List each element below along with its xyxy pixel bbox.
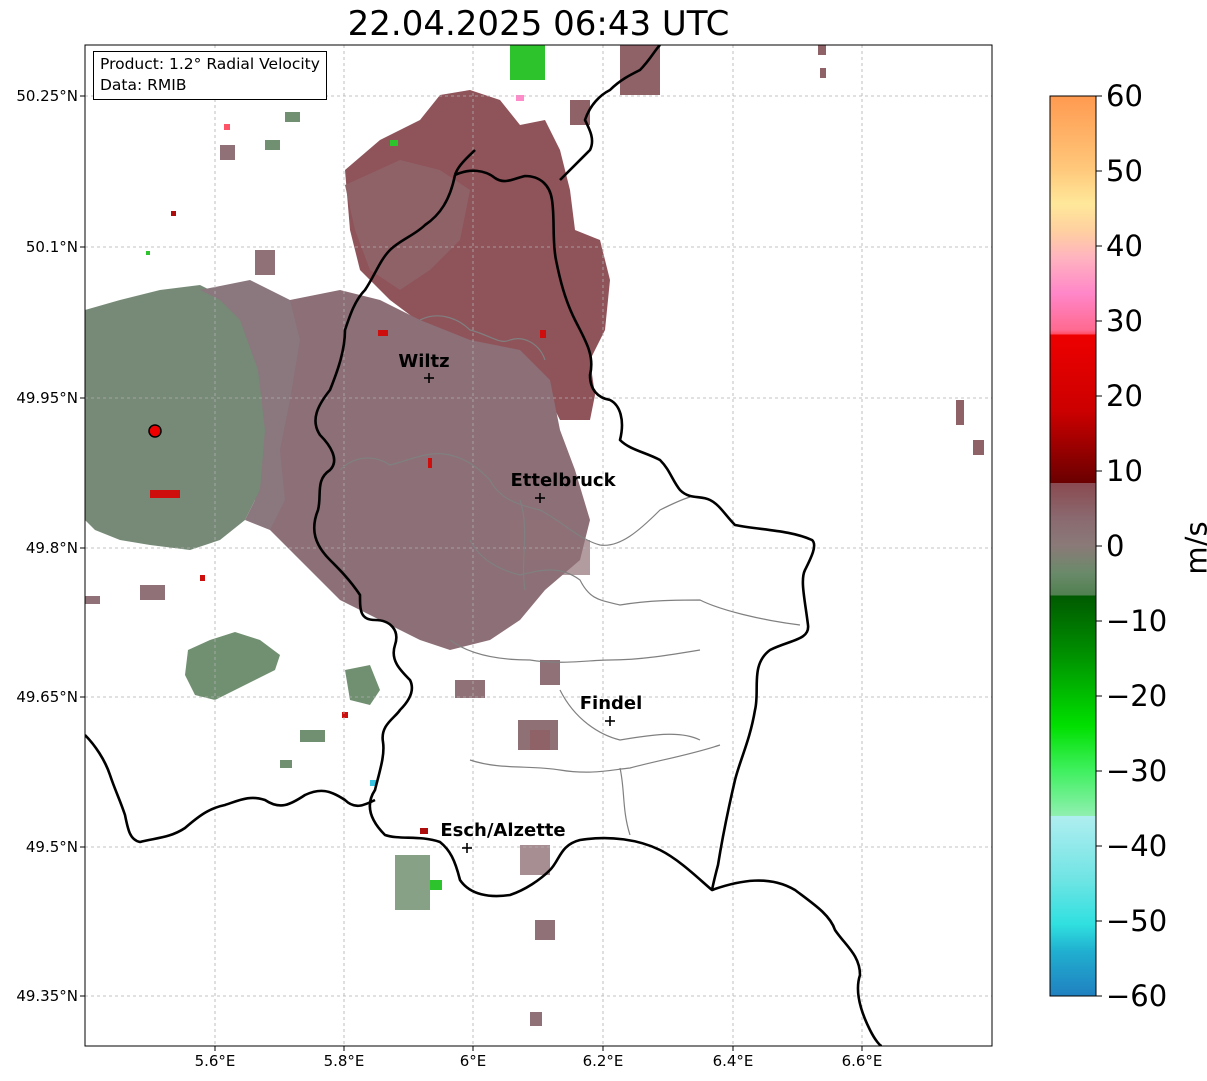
echo-green-patch-2 xyxy=(345,665,380,705)
lon-label: 6.2°E xyxy=(582,1052,624,1070)
echo-mauve-north xyxy=(345,160,470,290)
lat-label: 49.35°N xyxy=(16,987,78,1005)
lat-label: 50.1°N xyxy=(25,238,78,256)
colorbar-tick-label: 30 xyxy=(1106,304,1143,338)
lat-label: 49.5°N xyxy=(25,838,78,856)
district-borders xyxy=(339,315,801,836)
axis-ticks xyxy=(80,95,863,1051)
city-label-ettelbruck: Ettelbruck xyxy=(510,470,616,491)
echo-greygreen-west xyxy=(85,285,270,550)
colorbar-tick-label: −30 xyxy=(1106,754,1168,788)
lon-label: 5.6°E xyxy=(194,1052,236,1070)
radar-echo-layer xyxy=(85,45,984,1026)
lat-label: 49.8°N xyxy=(25,539,78,557)
lon-label: 5.8°E xyxy=(323,1052,365,1070)
lon-label: 6.6°E xyxy=(841,1052,883,1070)
colorbar-tick-label: 20 xyxy=(1106,379,1143,413)
colorbar xyxy=(1049,95,1097,997)
colorbar-tick-label: 60 xyxy=(1106,79,1143,113)
colorbar-tick-label: −10 xyxy=(1106,604,1168,638)
colorbar-tick-label: −60 xyxy=(1106,979,1168,1013)
city-label-esch-alzette: Esch/Alzette xyxy=(440,820,566,841)
lon-label: 6.4°E xyxy=(712,1052,754,1070)
lat-label: 50.25°N xyxy=(16,87,78,105)
product-info-box: Product: 1.2° Radial Velocity Data: RMIB xyxy=(93,51,327,100)
radar-site-marker xyxy=(148,424,162,438)
lon-label: 6°E xyxy=(459,1052,487,1070)
echo-green-patch-1 xyxy=(185,632,280,700)
colorbar-unit-label: m/s xyxy=(1179,521,1207,575)
map-frame xyxy=(84,44,993,1047)
colorbar-tick-label: 0 xyxy=(1106,529,1125,563)
colorbar-tick-label: 40 xyxy=(1106,229,1143,263)
city-label-wiltz: Wiltz xyxy=(398,351,450,372)
data-source-label: Data: RMIB xyxy=(100,76,187,94)
city-markers xyxy=(424,373,615,853)
colorbar-tick-label: 50 xyxy=(1106,154,1143,188)
colorbar-tick-label: 10 xyxy=(1106,454,1143,488)
colorbar-tick-label: −20 xyxy=(1106,679,1168,713)
city-label-findel: Findel xyxy=(579,693,643,714)
colorbar-tick-label: −50 xyxy=(1106,904,1168,938)
colorbar-ticks xyxy=(1096,95,1102,997)
national-borders xyxy=(85,45,883,1046)
echo-mauve-west xyxy=(200,280,300,530)
colorbar-tick-label: −40 xyxy=(1106,829,1168,863)
echo-mauve-center xyxy=(240,290,590,650)
lat-label: 49.65°N xyxy=(16,688,78,706)
product-label: Product: 1.2° Radial Velocity xyxy=(100,55,320,73)
map-title: 22.04.2025 06:43 UTC xyxy=(347,4,730,44)
lat-label: 49.95°N xyxy=(16,389,78,407)
